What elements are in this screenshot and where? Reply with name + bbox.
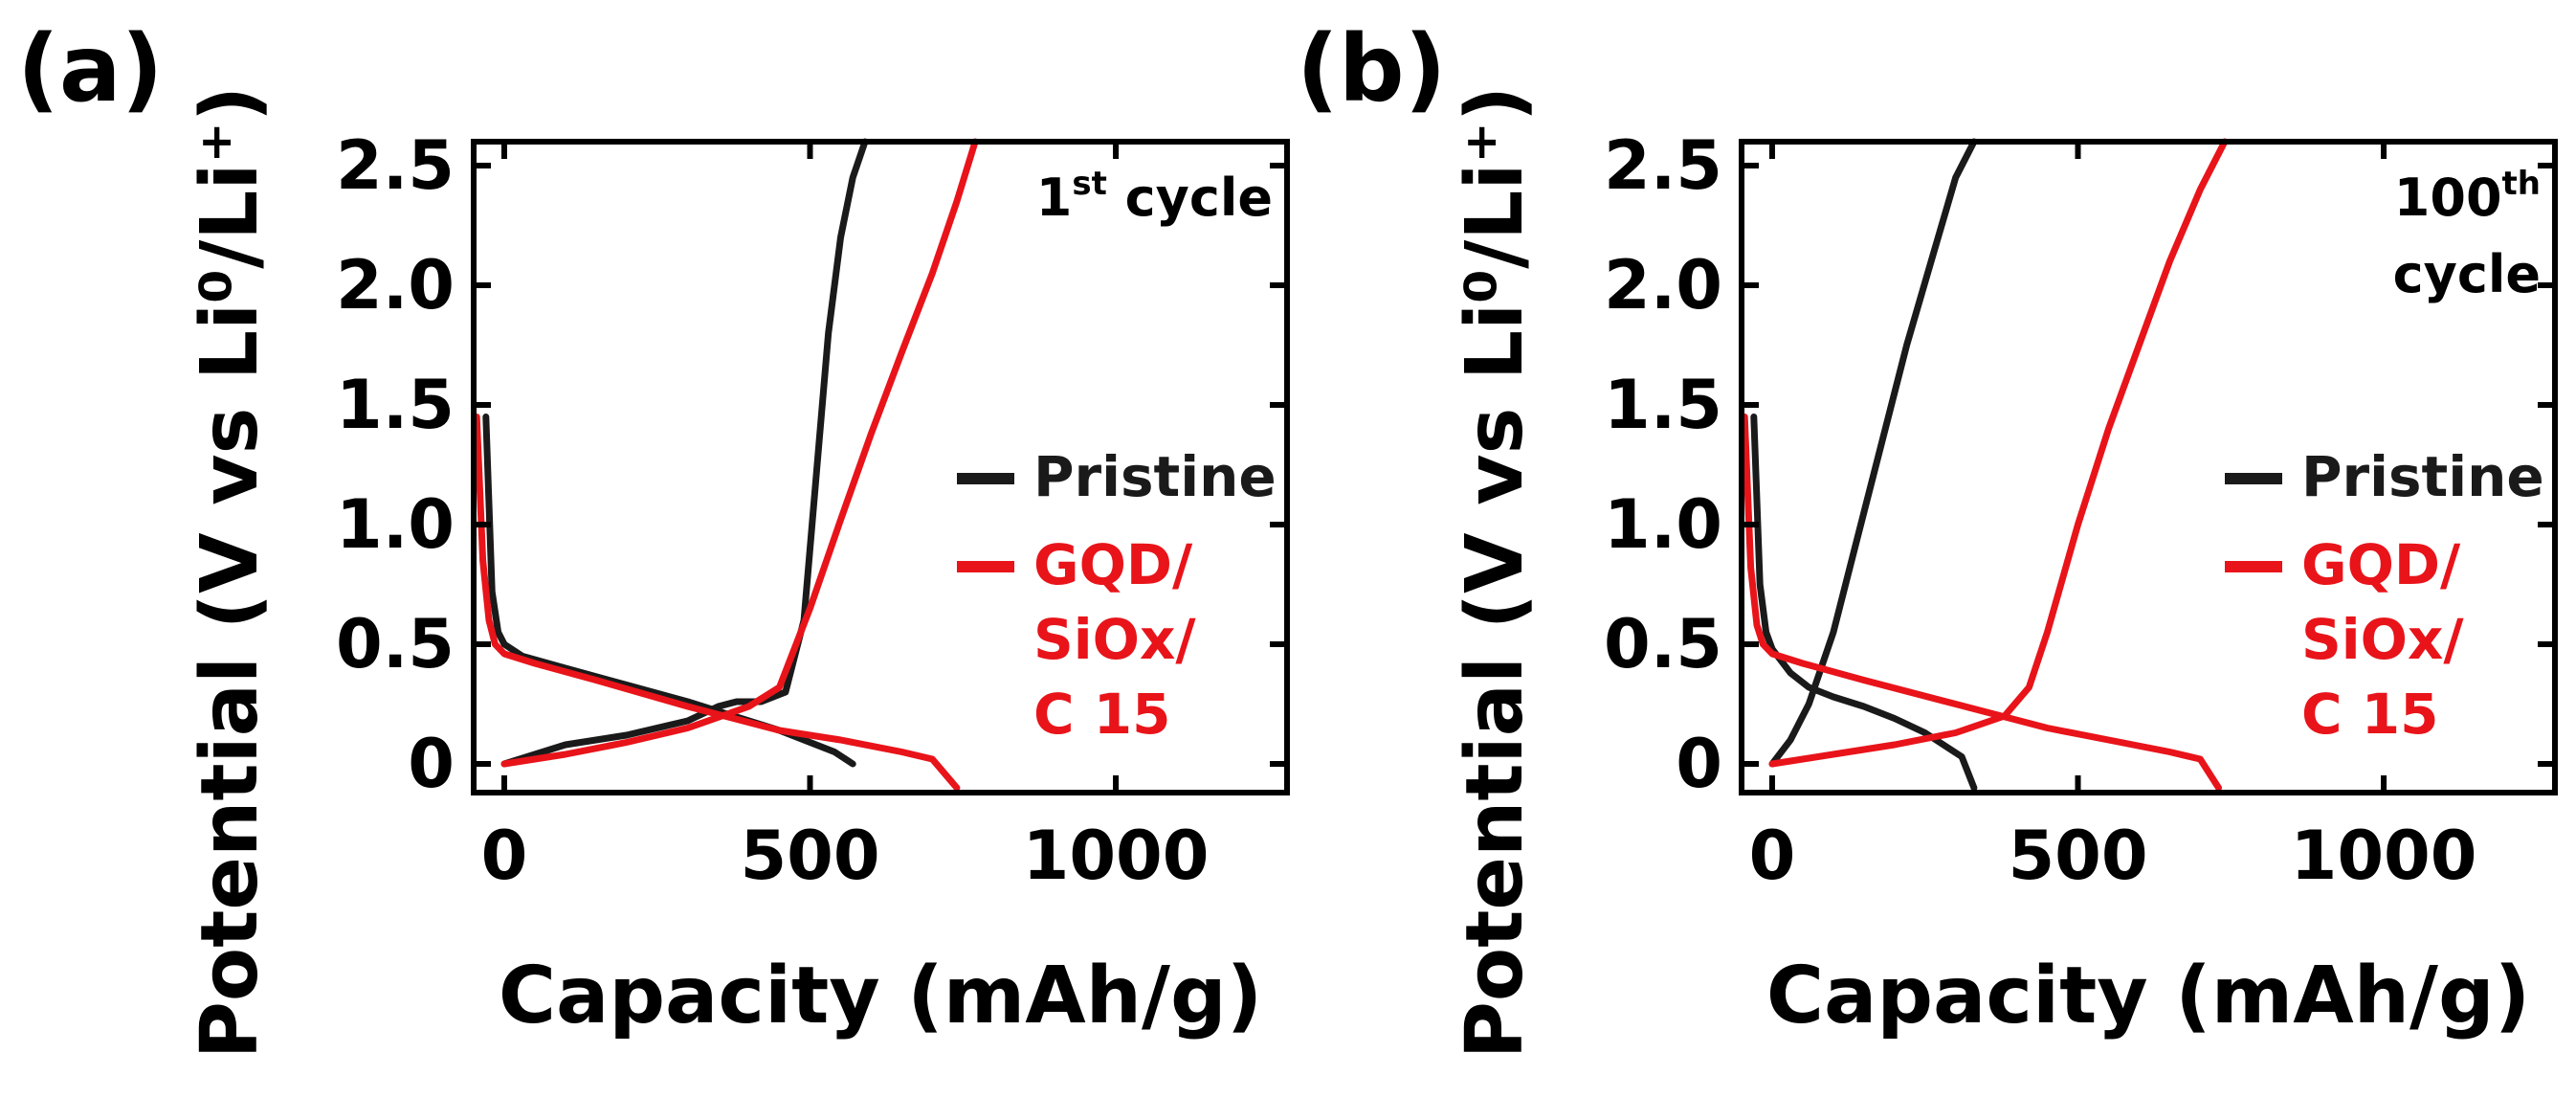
y-tick-label: 1.0 [1604,485,1722,564]
y-tick-label: 2.0 [1604,246,1722,325]
x-tick-label: 1000 [1023,817,1210,895]
series-line-2 [473,414,961,792]
y-tick-label: 0.5 [1604,605,1722,683]
y-tick-label: 1.5 [1604,366,1722,444]
chart-panel-a: (a) 0 500 1000 0 0.5 1.0 1.5 2.0 2.5 Capacity (mAh… [17,15,1290,1060]
legend-label: SiOx/ [2301,607,2464,672]
x-axis-title: Capacity (mAh/g) [499,951,1262,1042]
x-axis-title: Capacity (mAh/g) [1766,951,2530,1042]
series-line-1 [500,138,869,768]
legend-label: Pristine [2301,444,2544,509]
y-axis-title: Potential (V vs Li⁰/Li⁺) [1450,86,1541,1060]
cycle-annotation: 1st cycle [1036,165,1273,228]
legend-label: SiOx/ [1033,607,1196,672]
x-tick-label: 0 [481,817,528,895]
legend-label: C 15 [1033,682,1170,747]
cycle-annotation-line2: cycle [2393,244,2541,304]
series-line-2 [1741,414,2222,792]
y-tick-label: 0 [1676,725,1722,803]
legend-label: C 15 [2301,682,2438,747]
legend-label: GQD/ [1033,532,1193,597]
y-tick-label: 0 [408,725,455,803]
plot-frame [1739,139,2558,795]
y-tick-label: 2.5 [336,126,455,205]
series-line-0 [1750,414,1978,792]
x-tick-label: 500 [740,817,879,895]
y-tick-label: 2.0 [336,246,455,325]
series-line-3 [1768,138,2229,768]
chart-panel-b: (b) 0 500 1000 0 0.5 1.0 1.5 2.0 2.5 Capacity (mAh… [1297,15,2558,1060]
series-line-1 [1768,138,1978,768]
x-tick-label: 1000 [2291,817,2477,895]
legend-label: GQD/ [2301,532,2461,597]
plot-frame [471,139,1290,795]
legend-label: Pristine [1033,444,1277,509]
x-tick-label: 500 [2008,817,2147,895]
panel-label: (a) [17,15,164,123]
panel-label: (b) [1297,15,1446,123]
y-tick-label: 1.5 [336,366,455,444]
x-tick-label: 0 [1749,817,1796,895]
y-tick-label: 2.5 [1604,126,1722,205]
y-tick-label: 1.0 [336,485,455,564]
series-line-3 [500,138,979,768]
y-tick-label: 0.5 [336,605,455,683]
y-axis-title: Potential (V vs Li⁰/Li⁺) [185,86,276,1060]
series-line-0 [482,414,856,768]
cycle-annotation: 100th [2394,165,2541,228]
